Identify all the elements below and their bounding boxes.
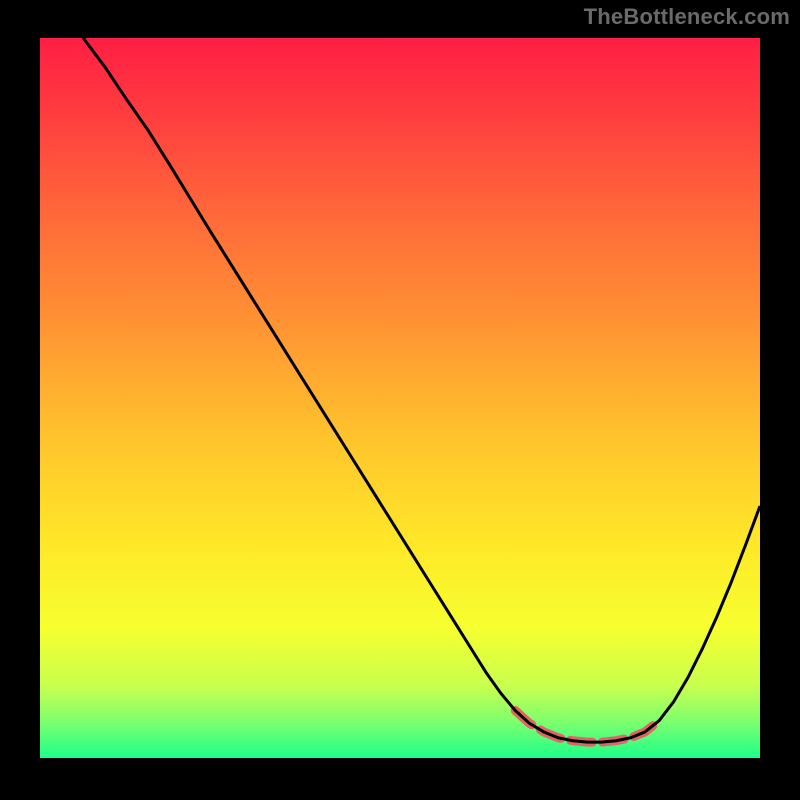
chart-area: [40, 38, 760, 758]
curve-layer: [40, 38, 760, 758]
main-curve: [83, 38, 760, 742]
watermark-text: TheBottleneck.com: [584, 4, 790, 30]
